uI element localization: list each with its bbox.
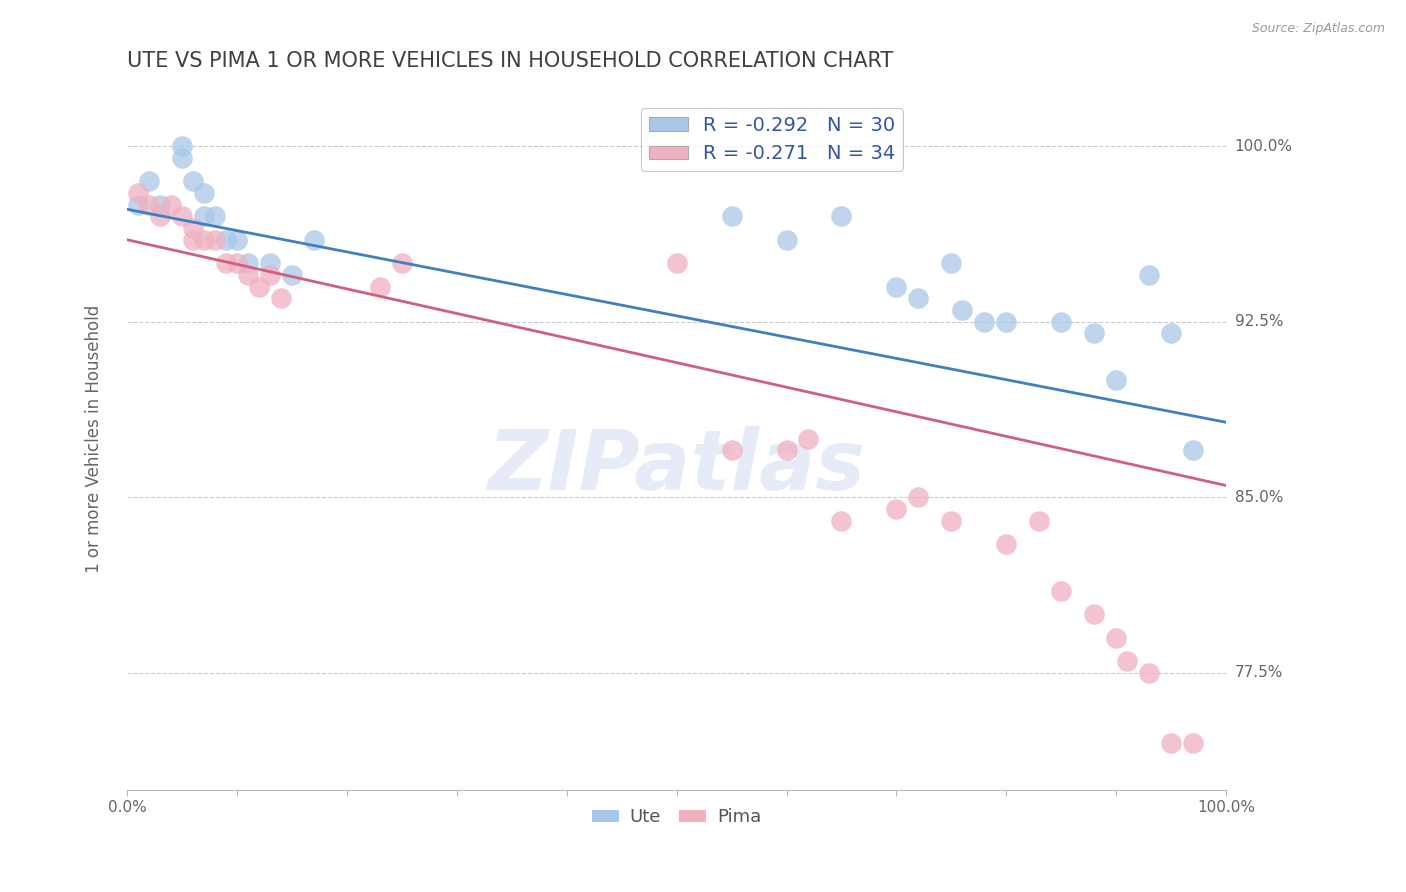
- Y-axis label: 1 or more Vehicles in Household: 1 or more Vehicles in Household: [86, 304, 103, 573]
- Point: [830, 209, 852, 223]
- Text: 77.5%: 77.5%: [1234, 665, 1282, 681]
- Point: [204, 209, 226, 223]
- Point: [391, 256, 413, 270]
- Point: [830, 514, 852, 528]
- Point: [193, 186, 215, 200]
- Point: [775, 233, 797, 247]
- Point: [281, 268, 304, 282]
- Point: [797, 432, 820, 446]
- Legend: Ute, Pima: Ute, Pima: [585, 801, 769, 833]
- Point: [1083, 607, 1105, 622]
- Point: [1137, 665, 1160, 680]
- Point: [247, 279, 270, 293]
- Point: [720, 209, 742, 223]
- Point: [1105, 631, 1128, 645]
- Point: [775, 443, 797, 458]
- Point: [149, 197, 172, 211]
- Point: [149, 209, 172, 223]
- Point: [665, 256, 688, 270]
- Point: [215, 233, 238, 247]
- Point: [1050, 315, 1073, 329]
- Text: Source: ZipAtlas.com: Source: ZipAtlas.com: [1251, 22, 1385, 36]
- Point: [181, 174, 204, 188]
- Point: [907, 490, 929, 504]
- Point: [1083, 326, 1105, 341]
- Point: [1160, 326, 1182, 341]
- Text: 85.0%: 85.0%: [1234, 490, 1282, 505]
- Point: [907, 291, 929, 305]
- Text: 100.0%: 100.0%: [1234, 138, 1292, 153]
- Point: [1028, 514, 1050, 528]
- Point: [1105, 373, 1128, 387]
- Text: UTE VS PIMA 1 OR MORE VEHICLES IN HOUSEHOLD CORRELATION CHART: UTE VS PIMA 1 OR MORE VEHICLES IN HOUSEH…: [127, 51, 893, 70]
- Point: [193, 209, 215, 223]
- Point: [302, 233, 325, 247]
- Point: [886, 502, 908, 516]
- Point: [170, 151, 193, 165]
- Point: [1116, 654, 1139, 668]
- Point: [259, 268, 281, 282]
- Point: [236, 256, 259, 270]
- Point: [170, 209, 193, 223]
- Text: 92.5%: 92.5%: [1234, 314, 1284, 329]
- Point: [1160, 736, 1182, 750]
- Point: [973, 315, 995, 329]
- Point: [236, 268, 259, 282]
- Point: [204, 233, 226, 247]
- Point: [215, 256, 238, 270]
- Point: [138, 174, 160, 188]
- Point: [160, 197, 183, 211]
- Point: [1137, 268, 1160, 282]
- Point: [720, 443, 742, 458]
- Point: [170, 139, 193, 153]
- Point: [1182, 443, 1205, 458]
- Point: [138, 197, 160, 211]
- Point: [368, 279, 391, 293]
- Point: [995, 315, 1018, 329]
- Point: [259, 256, 281, 270]
- Point: [1182, 736, 1205, 750]
- Point: [127, 197, 149, 211]
- Point: [886, 279, 908, 293]
- Text: ZIPatlas: ZIPatlas: [488, 426, 866, 508]
- Point: [127, 186, 149, 200]
- Point: [181, 221, 204, 235]
- Point: [995, 537, 1018, 551]
- Point: [950, 302, 973, 317]
- Point: [193, 233, 215, 247]
- Point: [941, 514, 963, 528]
- Point: [270, 291, 292, 305]
- Point: [1050, 583, 1073, 598]
- Point: [225, 256, 247, 270]
- Point: [225, 233, 247, 247]
- Point: [941, 256, 963, 270]
- Point: [181, 233, 204, 247]
